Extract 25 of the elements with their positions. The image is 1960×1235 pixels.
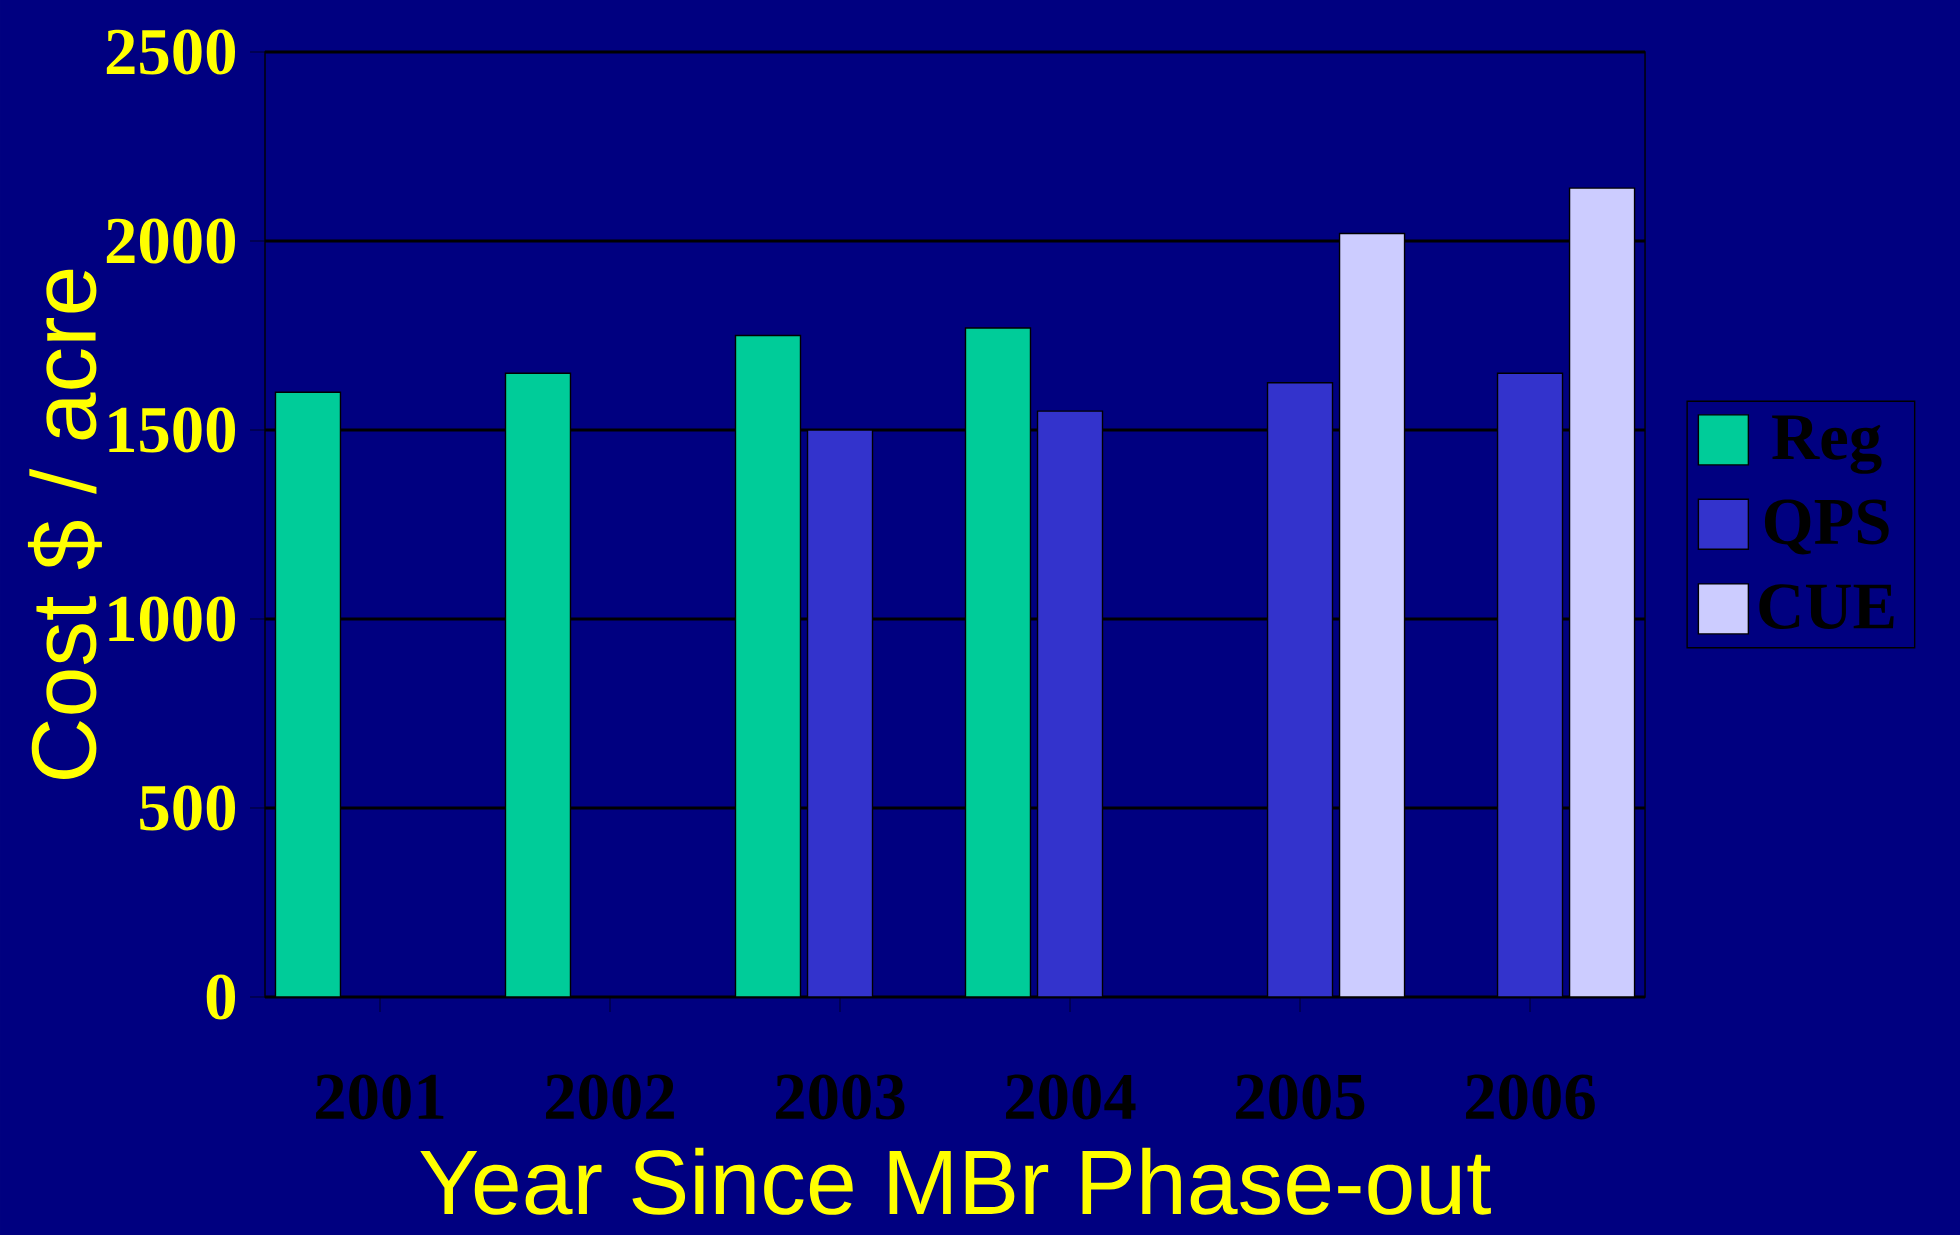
- x-tick-label: 2001: [316, 1074, 444, 1120]
- x-axis-title: Year Since MBr Phase-out: [420, 1147, 1491, 1215]
- bar: [964, 327, 1032, 997]
- bar: [1036, 410, 1104, 997]
- bar: [1266, 382, 1334, 997]
- bar: [504, 372, 572, 997]
- x-tick-label: 2006: [1466, 1074, 1595, 1120]
- legend-label: CUE: [1759, 584, 1894, 630]
- y-tick-label: 1000: [109, 596, 236, 642]
- legend-label: QPS: [1764, 499, 1889, 555]
- y-axis-title: Cost $ / acre: [27, 269, 102, 779]
- x-tick-label: 2004: [1006, 1074, 1136, 1120]
- y-tick-label: 1500: [109, 407, 236, 453]
- bar: [734, 334, 802, 997]
- x-tick-label: 2005: [1236, 1074, 1365, 1120]
- y-tick-label: 2000: [106, 218, 236, 264]
- bar: [806, 429, 874, 997]
- y-tick-label: 2500: [106, 29, 236, 75]
- x-tick-label: 2002: [546, 1074, 674, 1120]
- y-tick-label: 500: [140, 785, 236, 831]
- y-tick-label: 0: [206, 974, 236, 1020]
- bar: [1496, 372, 1564, 997]
- legend-label: Reg: [1772, 415, 1882, 474]
- x-tick-label: 2003: [776, 1074, 905, 1120]
- bar: [274, 391, 342, 997]
